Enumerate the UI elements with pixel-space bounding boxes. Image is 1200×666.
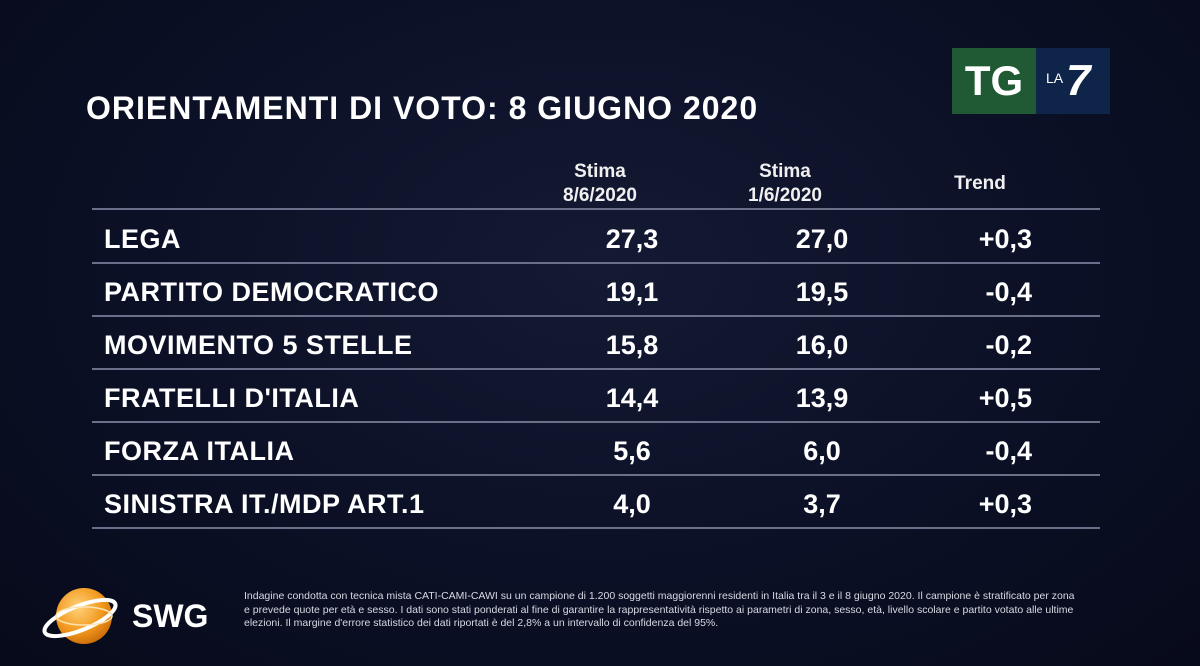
table-row: FORZA ITALIA 5,6 6,0 -0,4 — [92, 424, 1100, 476]
tg-la7-logo: TG LA 7 — [952, 48, 1110, 114]
table-divider — [92, 315, 1100, 317]
column-header-estimate-1: Stima 8/6/2020 — [540, 160, 660, 208]
trend-value: -0,4 — [985, 277, 1032, 307]
tg-logo-text: TG — [952, 48, 1036, 114]
table-row: SINISTRA IT./MDP ART.1 4,0 3,7 +0,3 — [92, 477, 1100, 529]
table-row: LEGA 27,3 27,0 +0,3 — [92, 212, 1100, 264]
party-name: SINISTRA IT./MDP ART.1 — [104, 489, 425, 519]
table-divider — [92, 421, 1100, 423]
table-row: FRATELLI D'ITALIA 14,4 13,9 +0,5 — [92, 371, 1100, 423]
estimate-8-6-value: 15,8 — [605, 330, 659, 360]
column-header-estimate-1-date: 8/6/2020 — [563, 185, 637, 206]
estimate-1-6-value: 16,0 — [795, 330, 849, 360]
table-divider — [92, 368, 1100, 370]
column-header-estimate-2: Stima 1/6/2020 — [725, 160, 845, 208]
estimate-8-6-value: 27,3 — [605, 224, 659, 254]
column-header-estimate-2-date: 1/6/2020 — [748, 185, 822, 206]
table-divider — [92, 262, 1100, 264]
swg-globe-icon — [42, 588, 118, 644]
la7-logo: LA 7 — [1036, 48, 1110, 114]
page-title: ORIENTAMENTI DI VOTO: 8 GIUGNO 2020 — [86, 90, 759, 126]
party-name: LEGA — [104, 224, 182, 254]
table-divider — [92, 527, 1100, 529]
estimate-1-6-value: 6,0 — [803, 436, 841, 466]
table-row: MOVIMENTO 5 STELLE 15,8 16,0 -0,2 — [92, 318, 1100, 370]
methodology-note: Indagine condotta con tecnica mista CATI… — [244, 590, 1075, 629]
party-name: FRATELLI D'ITALIA — [104, 383, 360, 413]
estimate-8-6-value: 19,1 — [605, 277, 659, 307]
party-name: PARTITO DEMOCRATICO — [104, 277, 439, 307]
trend-value: +0,3 — [978, 224, 1032, 254]
table-divider — [92, 474, 1100, 476]
party-name: MOVIMENTO 5 STELLE — [104, 330, 413, 360]
table-divider — [92, 208, 1100, 210]
column-header-trend: Trend — [954, 173, 1006, 194]
trend-value: -0,2 — [985, 330, 1032, 360]
estimate-1-6-value: 27,0 — [795, 224, 849, 254]
column-header-estimate-1-label: Stima — [574, 161, 626, 182]
seven-logo-text: 7 — [1066, 56, 1091, 105]
estimate-1-6-value: 19,5 — [795, 277, 849, 307]
estimate-8-6-value: 14,4 — [605, 383, 659, 413]
estimate-8-6-value: 4,0 — [613, 489, 651, 519]
trend-value: -0,4 — [985, 436, 1032, 466]
la-logo-text: LA — [1046, 70, 1064, 86]
estimate-1-6-value: 3,7 — [803, 489, 841, 519]
party-name: FORZA ITALIA — [104, 436, 295, 466]
estimate-1-6-value: 13,9 — [795, 383, 849, 413]
table-row: PARTITO DEMOCRATICO 19,1 19,5 -0,4 — [92, 265, 1100, 317]
trend-value: +0,5 — [978, 383, 1032, 413]
trend-value: +0,3 — [978, 489, 1032, 519]
estimate-8-6-value: 5,6 — [613, 436, 651, 466]
column-header-estimate-2-label: Stima — [759, 161, 811, 182]
swg-logo-text: SWG — [132, 598, 209, 634]
